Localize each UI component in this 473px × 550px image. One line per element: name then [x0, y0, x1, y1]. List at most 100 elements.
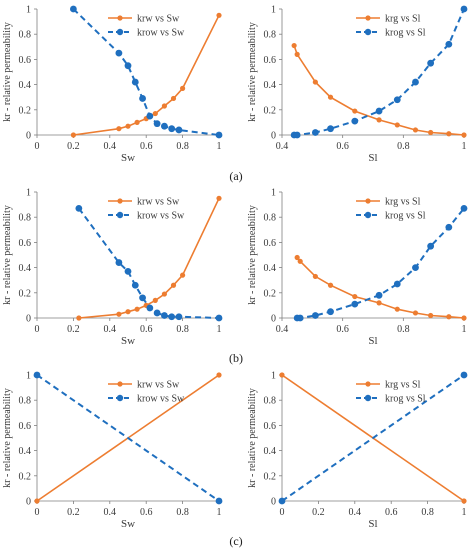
chart-5: 0 0.2 0.4 0.6 0.8 1 0 0.2 0.4 0.6 0.8 1 Sw kr - relat… [2, 371, 223, 530]
data-point [352, 293, 358, 300]
data-point [445, 223, 453, 231]
y-tick-label: 0 [271, 497, 276, 508]
data-point [312, 79, 318, 85]
x-tick-label: 0.2 [67, 324, 80, 335]
legend-label: krg vs Sl [385, 380, 421, 391]
x-tick-label: 0.8 [176, 507, 189, 518]
data-point [175, 313, 183, 321]
data-point [161, 103, 167, 109]
data-point [427, 59, 435, 67]
data-point [375, 107, 383, 115]
x-tick-label: 0.2 [67, 141, 80, 152]
y-tick-label: 0.6 [264, 55, 277, 66]
x-tick-label: 0.4 [349, 507, 362, 518]
data-point [311, 312, 319, 319]
data-point [311, 129, 319, 136]
y-tick-label: 0.2 [19, 105, 32, 116]
data-point [394, 122, 400, 128]
legend-swatch-marker [364, 211, 372, 219]
series-krow-vs-sw [75, 204, 223, 322]
y-axis-title: kr - relative permeability [247, 22, 258, 122]
legend-label: krw vs Sw [137, 380, 180, 391]
data-point [376, 300, 382, 306]
data-point [394, 306, 400, 312]
x-tick-label: 0.6 [140, 324, 153, 335]
series-krow-vs-sw [33, 371, 223, 505]
data-point [175, 126, 183, 134]
series-line [294, 8, 465, 136]
legend-label: krog vs Sl [385, 211, 426, 222]
data-point [139, 95, 146, 102]
x-tick-label: 0.4 [104, 507, 117, 518]
data-point [146, 304, 154, 312]
y-tick-label: 0.8 [19, 396, 32, 407]
y-tick-label: 0.4 [19, 446, 32, 457]
x-tick-label: 0.6 [140, 507, 153, 518]
legend-swatch-marker [117, 15, 123, 21]
x-tick-label: 0.6 [140, 141, 153, 152]
legend-swatch-marker [365, 381, 371, 387]
data-point [125, 123, 131, 129]
data-point [352, 108, 358, 114]
data-point [161, 122, 168, 130]
x-tick-label: 1 [462, 141, 467, 152]
data-point [351, 300, 359, 308]
y-tick-label: 1 [271, 188, 276, 199]
chart-1: 0 0.2 0.4 0.6 0.8 1 0 0.2 0.4 0.6 0.8 1 Sw kr - relat… [2, 5, 223, 164]
data-point [460, 371, 468, 379]
data-point [161, 312, 168, 319]
legend-label: krg vs Sl [385, 14, 421, 25]
data-point [161, 291, 167, 297]
x-axis-title: Sl [368, 335, 377, 347]
legend-swatch-marker [116, 394, 124, 402]
x-tick-label: 0.4 [104, 141, 117, 152]
data-point [327, 282, 334, 288]
x-tick-label: 0 [35, 507, 40, 518]
y-tick-label: 0 [26, 314, 31, 325]
y-tick-label: 0.8 [19, 213, 32, 224]
data-point [152, 110, 158, 117]
x-tick-label: 0.8 [397, 324, 410, 335]
y-tick-label: 0.6 [19, 238, 32, 249]
chart-6: 0 0.2 0.4 0.6 0.8 1 0 0.2 0.4 0.6 0.8 1 Sl kr - relat… [247, 371, 468, 530]
y-axis-title: kr - relative permeability [2, 388, 13, 488]
data-point [170, 282, 177, 288]
data-point [115, 49, 123, 57]
data-point [76, 315, 82, 321]
data-point [376, 117, 382, 123]
data-point [34, 498, 40, 504]
series-krog-vs-sl [278, 371, 468, 505]
x-tick-label: 1 [217, 324, 222, 335]
x-tick-label: 0.6 [385, 507, 398, 518]
data-point [327, 125, 334, 133]
y-tick-label: 0.6 [264, 238, 277, 249]
data-point [139, 294, 146, 302]
data-point [446, 314, 452, 320]
series-krw-vs-sw [76, 195, 222, 321]
y-axis-title: kr - relative permeability [2, 205, 13, 305]
legend-swatch-marker [364, 28, 372, 36]
data-point [115, 259, 123, 266]
legend-label: krw vs Sw [137, 14, 180, 25]
data-point [153, 120, 161, 128]
y-tick-label: 0.6 [264, 421, 277, 432]
data-point [216, 12, 222, 18]
data-point [70, 5, 77, 13]
y-axis-title: kr - relative permeability [247, 205, 258, 305]
data-point [293, 131, 301, 139]
data-point [116, 311, 122, 317]
data-point [215, 497, 223, 505]
legend-label: krow vs Sw [137, 28, 185, 39]
data-point [428, 129, 434, 136]
y-tick-label: 0.2 [19, 288, 32, 299]
x-tick-label: 0.8 [176, 141, 189, 152]
data-point [170, 95, 177, 102]
y-tick-label: 0.6 [19, 421, 32, 432]
x-tick-label: 0.8 [176, 324, 189, 335]
y-tick-label: 0.6 [19, 55, 32, 66]
x-tick-label: 0.6 [336, 324, 349, 335]
data-point [294, 51, 300, 57]
data-point [168, 125, 176, 133]
data-point [131, 281, 139, 289]
data-point [327, 94, 334, 100]
